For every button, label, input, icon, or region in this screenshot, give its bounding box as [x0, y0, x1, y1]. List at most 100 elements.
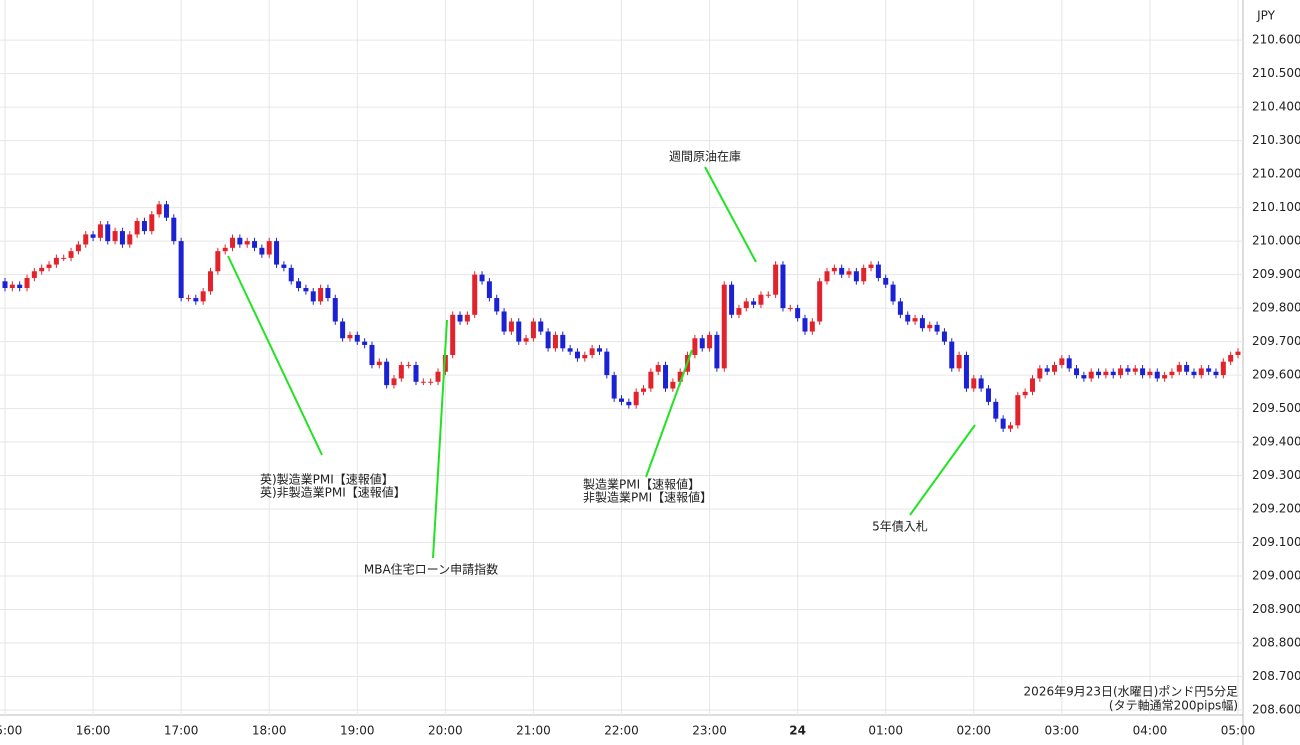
candle-body — [567, 348, 573, 352]
x-tick-label: 24 — [789, 724, 806, 738]
candle-body — [252, 241, 258, 248]
candle-body — [1140, 368, 1146, 376]
candle-body — [134, 221, 140, 235]
candle-body — [1022, 391, 1028, 396]
candle-body — [919, 318, 925, 329]
candle-body — [1213, 371, 1219, 376]
candle-body — [90, 234, 96, 238]
candle-body — [824, 271, 830, 282]
candle-body — [1088, 371, 1094, 379]
x-tick-label: 23:00 — [692, 724, 727, 738]
y-tick-label: 209.000 — [1252, 569, 1300, 583]
candle-body — [24, 277, 30, 289]
candle-body — [802, 318, 808, 332]
annotation-text: 製造業PMI【速報値】 — [583, 477, 700, 492]
candle-body — [450, 314, 456, 355]
x-tick-label: 19:00 — [340, 724, 375, 738]
y-tick-label: 208.600 — [1252, 702, 1300, 716]
candle-body — [193, 298, 199, 302]
candle-body — [266, 241, 272, 255]
candle-body — [1007, 425, 1013, 429]
candle-body — [949, 341, 955, 369]
candle-body — [641, 388, 647, 392]
candle-body — [758, 294, 764, 305]
candle-body — [611, 375, 617, 399]
y-tick-label: 209.900 — [1252, 267, 1300, 281]
y-tick-label: 209.600 — [1252, 368, 1300, 382]
y-tick-label: 208.900 — [1252, 602, 1300, 616]
candle-body — [391, 378, 397, 386]
candle-body — [1169, 371, 1175, 376]
candle-body — [1030, 378, 1035, 392]
candle-body — [1044, 368, 1050, 372]
candle-body — [736, 308, 742, 315]
x-tick-label: 04:00 — [1133, 724, 1168, 738]
y-tick-label: 210.300 — [1252, 133, 1300, 147]
candle-body — [589, 348, 595, 355]
candle-body — [508, 321, 514, 332]
y-tick-label: 209.200 — [1252, 502, 1300, 516]
annotation-line — [432, 319, 448, 559]
candle-body — [2, 281, 8, 289]
y-tick-label: 210.100 — [1252, 200, 1300, 214]
candle-body — [751, 301, 757, 305]
candle-body — [993, 401, 999, 419]
candle-body — [215, 251, 221, 272]
candle-body — [354, 334, 360, 342]
candle-body — [486, 281, 492, 299]
candle-body — [105, 224, 111, 242]
candle-body — [1235, 351, 1241, 355]
candle-body — [861, 267, 867, 282]
candle-body — [141, 221, 147, 232]
y-tick-label: 208.800 — [1252, 635, 1300, 649]
candle-body — [1052, 365, 1058, 372]
x-tick-label: 05:00 — [1221, 724, 1256, 738]
candle-body — [795, 308, 801, 319]
candle-body — [714, 334, 720, 369]
y-tick-label: 209.500 — [1252, 401, 1300, 415]
candle-body — [479, 274, 485, 282]
candle-body — [369, 344, 375, 366]
candle-body — [941, 331, 947, 342]
candle-body — [1066, 358, 1072, 369]
candle-body — [413, 365, 419, 382]
candle-body — [1198, 368, 1204, 376]
candle-body — [1096, 371, 1102, 376]
candle-body — [149, 214, 155, 232]
candle-body — [127, 234, 133, 245]
candle-body — [1206, 368, 1212, 372]
candle-body — [1220, 361, 1226, 376]
candle-body — [494, 298, 500, 312]
candle-body — [626, 401, 632, 406]
candle-body — [773, 264, 779, 295]
annotation-text: 英)非製造業PMI【速報値】 — [260, 485, 406, 500]
candle-body — [435, 371, 441, 382]
candle-body — [362, 341, 368, 345]
candle-body — [743, 301, 749, 309]
candle-body — [670, 381, 676, 389]
candle-body — [9, 284, 15, 289]
candle-body — [677, 371, 683, 382]
candle-body — [17, 284, 23, 289]
candle-body — [663, 365, 669, 389]
candle-body — [729, 284, 735, 315]
candle-body — [171, 217, 177, 242]
candle-body — [185, 298, 191, 300]
candle-body — [464, 314, 470, 322]
candle-body — [501, 311, 507, 332]
candle-body — [1110, 371, 1116, 376]
candle-body — [934, 324, 940, 332]
candle-body — [699, 338, 705, 349]
candle-body — [274, 241, 280, 265]
candle-body — [890, 284, 896, 302]
x-tick-label: 16:00 — [76, 724, 111, 738]
candle-body — [1176, 365, 1182, 372]
candle-body — [428, 381, 434, 383]
x-tick-label: 20:00 — [428, 724, 463, 738]
candle-body — [692, 338, 698, 355]
candle-body — [897, 301, 903, 315]
candle-body — [259, 247, 265, 255]
y-tick-label: 210.600 — [1252, 33, 1300, 47]
candle-body — [325, 288, 331, 299]
